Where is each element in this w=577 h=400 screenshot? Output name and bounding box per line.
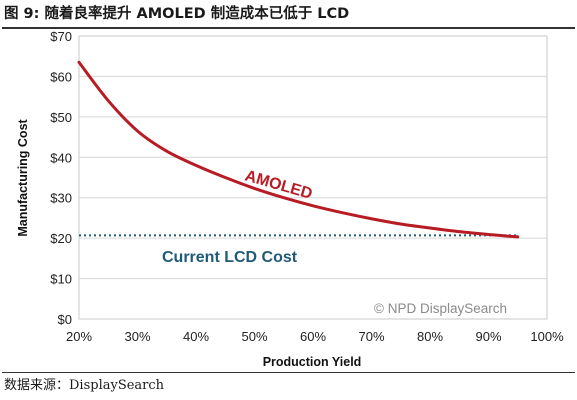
x-tick-label: 20% bbox=[66, 329, 92, 344]
x-tick-label: 40% bbox=[183, 329, 209, 344]
x-tick-label: 60% bbox=[300, 329, 326, 344]
y-tick-label: $70 bbox=[50, 30, 72, 44]
y-tick-labels: $0 $10 $20 $30 $40 $50 $60 $70 bbox=[50, 30, 72, 327]
y-tick-label: $10 bbox=[50, 272, 72, 287]
x-tick-label: 90% bbox=[475, 329, 501, 344]
chart: $0 $10 $20 $30 $40 $50 $60 $70 20% 30% 40% 50% 60% 7… bbox=[16, 30, 564, 369]
y-axis-title: Manufacturing Cost bbox=[16, 118, 30, 236]
copyright-credit: © NPD DisplaySearch bbox=[374, 301, 507, 316]
figure-title: 图 9: 随着良率提升 AMOLED 制造成本已低于 LCD bbox=[4, 6, 350, 22]
y-tick-label: $30 bbox=[50, 191, 72, 206]
footer-rule bbox=[2, 372, 575, 373]
x-tick-labels: 20% 30% 40% 50% 60% 70% 80% 90% 100% bbox=[66, 329, 564, 344]
title-rule bbox=[2, 27, 575, 29]
y-tick-label: $20 bbox=[50, 231, 72, 246]
y-tick-label: $50 bbox=[50, 110, 72, 125]
x-tick-label: 50% bbox=[241, 329, 267, 344]
grid-lines bbox=[79, 35, 547, 320]
x-axis-title: Production Yield bbox=[263, 355, 362, 369]
plot-frame bbox=[78, 35, 548, 320]
x-tick-label: 30% bbox=[124, 329, 150, 344]
x-tick-label: 80% bbox=[417, 329, 443, 344]
x-tick-label: 70% bbox=[358, 329, 384, 344]
y-tick-label: $60 bbox=[50, 69, 72, 84]
y-tick-label: $0 bbox=[58, 312, 72, 327]
lcd-cost-label: Current LCD Cost bbox=[162, 249, 298, 266]
y-tick-label: $40 bbox=[50, 150, 72, 165]
amoled-cost-line bbox=[77, 60, 520, 239]
x-tick-label: 100% bbox=[530, 329, 564, 344]
source-note: 数据来源：DisplaySearch bbox=[4, 378, 165, 393]
